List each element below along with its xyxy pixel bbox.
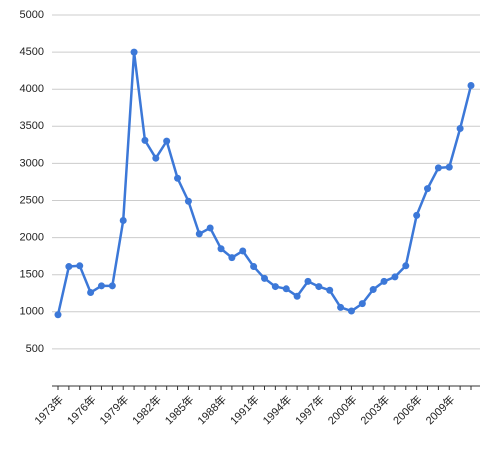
data-point <box>108 282 116 290</box>
x-tick-label: 1973年 <box>31 392 66 427</box>
x-tick-label: 2000年 <box>325 392 360 427</box>
y-tick-label: 4000 <box>20 83 44 95</box>
data-point <box>337 303 345 311</box>
data-point <box>239 247 247 255</box>
data-point <box>87 289 95 297</box>
data-point <box>174 174 182 182</box>
data-point <box>358 300 366 308</box>
data-point <box>228 254 236 262</box>
y-tick-label: 1000 <box>20 306 44 318</box>
y-tick-label: 2000 <box>20 232 44 244</box>
data-point <box>76 262 84 270</box>
data-point <box>369 286 377 294</box>
x-tick-label: 1982年 <box>129 392 164 427</box>
data-point <box>250 263 258 271</box>
data-point <box>119 217 127 225</box>
data-point <box>402 262 410 270</box>
data-point <box>217 245 225 253</box>
x-tick-label: 1997年 <box>292 392 327 427</box>
data-point <box>261 274 268 282</box>
x-tick-label: 1991年 <box>227 392 262 427</box>
data-point <box>65 263 73 271</box>
data-point <box>424 185 432 193</box>
x-tick-label: 2003年 <box>357 392 392 427</box>
y-tick-label: 3500 <box>20 120 44 132</box>
x-tick-label: 2009年 <box>422 392 457 427</box>
data-point <box>282 285 290 293</box>
y-tick-label: 3000 <box>20 157 44 169</box>
data-point <box>184 197 192 205</box>
x-tick-label: 1976年 <box>64 392 99 427</box>
data-point <box>304 277 312 285</box>
data-point <box>456 125 464 133</box>
data-point <box>380 277 388 285</box>
data-point <box>195 230 203 238</box>
x-tick-label: 1994年 <box>259 392 294 427</box>
data-point <box>163 137 171 145</box>
data-point <box>206 224 214 232</box>
data-point <box>97 282 105 290</box>
y-tick-label: 500 <box>26 343 44 355</box>
y-tick-label: 1500 <box>20 269 44 281</box>
y-tick-label: 4500 <box>20 46 44 58</box>
x-tick-label: 1988年 <box>194 392 229 427</box>
x-tick-label: 1985年 <box>162 392 197 427</box>
data-point <box>347 307 355 315</box>
data-point <box>326 286 334 294</box>
data-point <box>467 81 475 89</box>
data-point <box>434 164 442 172</box>
data-point <box>445 163 453 171</box>
data-point <box>130 48 138 56</box>
data-point <box>54 311 62 319</box>
data-point <box>293 292 301 300</box>
y-tick-label: 2500 <box>20 194 44 206</box>
data-point <box>391 273 399 281</box>
data-point <box>315 283 323 291</box>
data-point <box>141 136 149 144</box>
x-tick-label: 1979年 <box>96 392 131 427</box>
data-point <box>271 283 279 291</box>
data-point <box>152 154 160 162</box>
y-tick-label: 5000 <box>20 9 44 21</box>
data-point <box>413 211 421 219</box>
x-tick-label: 2006年 <box>390 392 425 427</box>
